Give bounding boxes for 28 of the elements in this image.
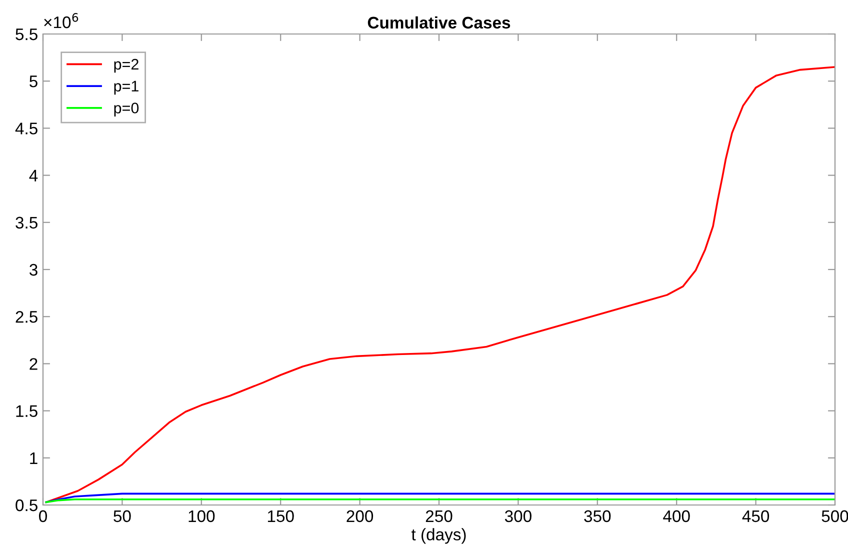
x-tick-label: 150 [268,510,294,522]
y-tick-label: 5.5 [16,28,38,40]
y-tick-label: 3 [30,264,38,276]
y-tick-label: 1.5 [16,405,38,418]
x-axis-title: t (days) [411,528,466,544]
x-tick-label: 400 [663,510,690,522]
x-tick-label: 100 [188,510,215,522]
y-tick-label: 2.5 [16,311,38,323]
chart-title: Cumulative Cases [368,16,510,29]
y-tick-label: 5 [30,76,38,88]
x-tick-label: 50 [114,510,131,522]
y-tick-label: 1 [30,452,38,464]
x-tick-label: 500 [822,510,848,522]
y-tick-label: 4.5 [15,122,38,134]
x-tick-label: 300 [504,510,532,522]
x-tick-label: 450 [742,510,770,522]
legend-label: p=1 [114,80,138,95]
x-tick-label: 0 [39,510,47,522]
legend-label: p=0 [114,102,139,116]
y-tick-label: 0.5 [16,499,38,512]
y-tick-label: 2 [30,358,38,370]
x-tick-label: 200 [346,510,374,522]
x-tick-label: 250 [426,510,452,522]
text: ×10$^{6}$ [44,13,78,28]
legend-label: p=2 [114,58,138,73]
y-tick-label: 4 [29,170,38,182]
x-tick-label: 350 [584,510,611,522]
y-tick-label: 3.5 [16,216,38,229]
